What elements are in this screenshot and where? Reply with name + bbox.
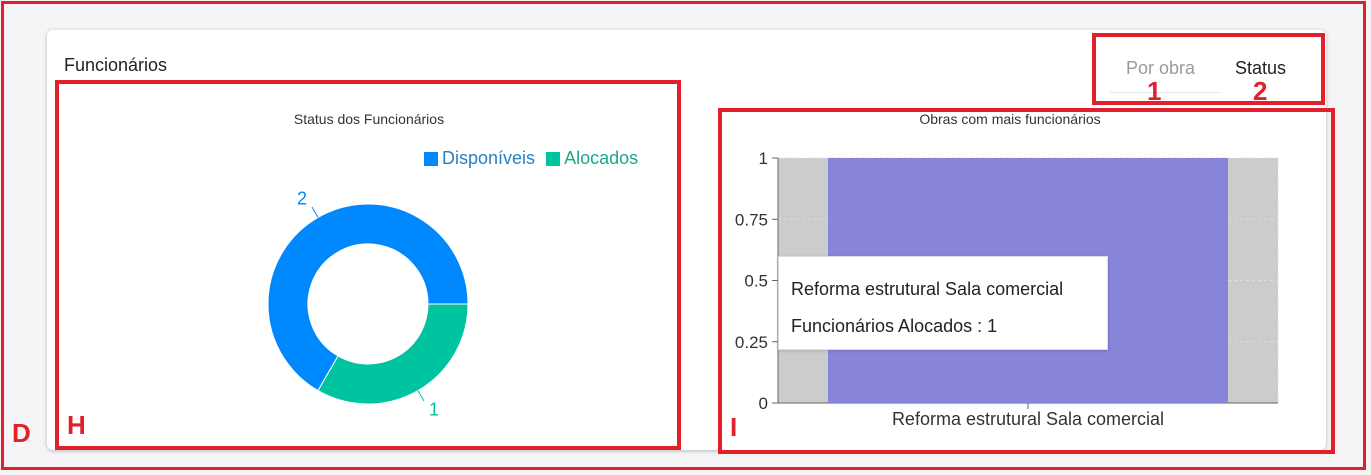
y-tick-label-0: 0 (759, 394, 768, 413)
y-tick-label-1: 0.25 (735, 333, 768, 352)
legend-swatch-disponiveis (424, 151, 438, 166)
y-tick-label-4: 1 (759, 149, 768, 168)
legend-swatch-alocados (546, 151, 561, 166)
donut-slice-0 (267, 203, 469, 392)
tooltip-title: Reforma estrutural Sala comercial (791, 279, 1064, 299)
bar-tooltip: Reforma estrutural Sala comercial Funcio… (778, 256, 1108, 350)
donut-chart-title: Status dos Funcionários (293, 111, 445, 127)
annotation-label-1: 1 (1147, 76, 1162, 106)
donut-slice-1 (317, 303, 469, 405)
y-tick-label-3: 0.75 (735, 210, 768, 229)
x-tick-label-0: Reforma estrutural Sala comercial (892, 409, 1164, 429)
donut-label-line-0 (311, 206, 319, 218)
legend-label-alocados: Alocados (564, 148, 639, 168)
annotation-label-h: H (67, 410, 86, 440)
card-title: Funcionários (64, 55, 168, 75)
tooltip-value: Funcionários Alocados : 1 (791, 316, 998, 336)
legend-label-disponiveis: Disponíveis (442, 148, 536, 168)
annotation-label-i: I (730, 412, 738, 442)
donut-value-label-1: 1 (429, 400, 439, 420)
chart-tabs: Por obra Status (1096, 40, 1320, 98)
annotation-label-2: 2 (1253, 76, 1268, 106)
y-tick-label-2: 0.5 (744, 272, 768, 291)
donut-legend: Disponíveis Alocados (424, 148, 644, 171)
tab-por-obra[interactable]: Por obra (1126, 58, 1196, 78)
tab-underline (1110, 92, 1220, 93)
legend-item-disponiveis[interactable]: Disponíveis (424, 148, 535, 169)
legend-item-alocados[interactable]: Alocados (546, 148, 638, 169)
tab-status[interactable]: Status (1235, 58, 1287, 78)
donut-value-label-0: 2 (297, 188, 307, 208)
donut-label-line-1 (417, 390, 425, 402)
bar-chart-title: Obras com mais funcionários (919, 111, 1101, 127)
annotation-label-d: D (12, 418, 31, 448)
